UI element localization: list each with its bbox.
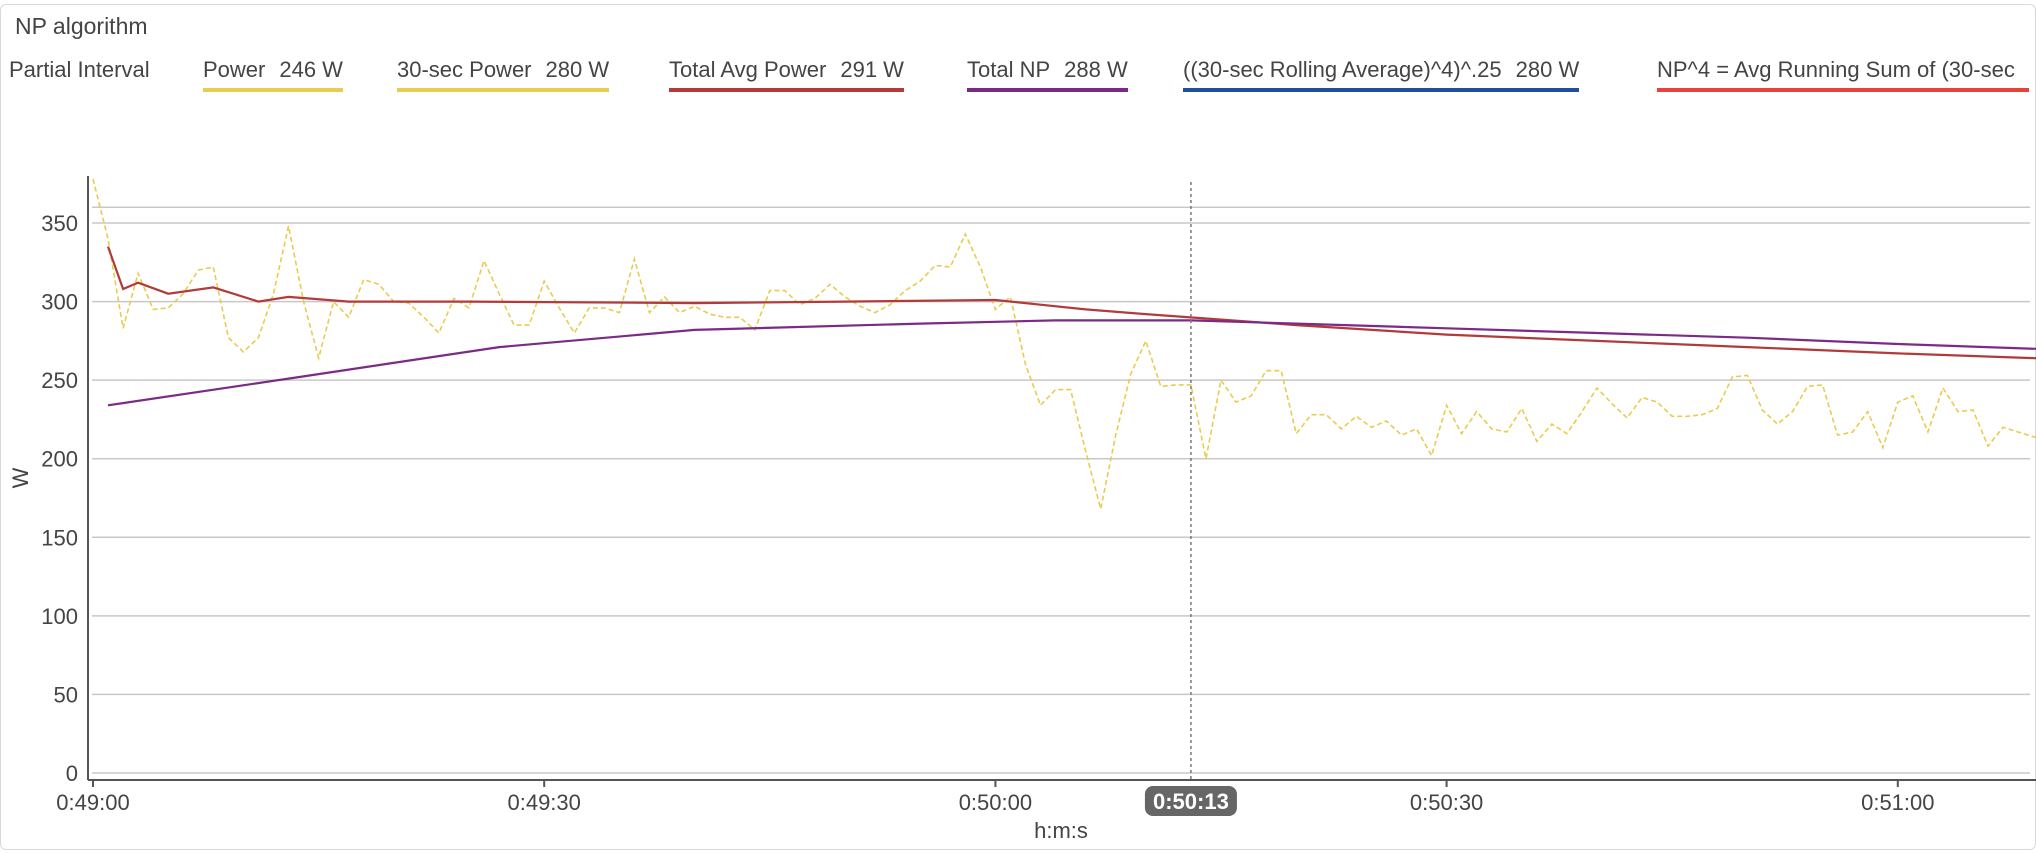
y-tick-label: 50	[54, 682, 78, 707]
legend-label: Power	[203, 57, 266, 82]
chart-title: NP algorithm	[15, 13, 148, 39]
x-axis-title: h:m:s	[1034, 818, 1088, 843]
y-tick-label: 100	[41, 604, 78, 629]
cursor: 0:50:13	[1144, 182, 1237, 816]
cursor-time-label: 0:50:13	[1153, 789, 1229, 814]
axes: 0 50 100 150 200 250 300 350 0:49:00 0:49:30 0:50:…	[8, 176, 2036, 843]
series-line-total-np	[107, 319, 2036, 407]
legend-label: Total NP	[967, 57, 1051, 82]
x-tick-label: 0:49:30	[507, 790, 580, 815]
legend-item-rolling-average[interactable]: ((30-sec Rolling Average)^4)^.25 280 W	[1183, 57, 1580, 92]
chart-panel: NP algorithm Partial Interval Power 246 W…	[0, 4, 2036, 850]
legend-value: 291 W	[840, 57, 904, 82]
legend-value: 246 W	[279, 57, 343, 82]
legend-value: 288 W	[1064, 57, 1128, 82]
legend-value: 280 W	[545, 57, 610, 82]
x-tick-label: 0:50:00	[959, 790, 1032, 815]
y-tick-label: 150	[41, 525, 78, 550]
x-tick-label: 0:50:30	[1410, 790, 1483, 815]
legend-item-total-avg-power[interactable]: Total Avg Power 291 W	[669, 57, 904, 92]
legend-label: Total Avg Power	[669, 57, 827, 82]
y-axis-title: W	[8, 467, 33, 488]
y-tick-label: 200	[41, 447, 78, 472]
legend-label: 30-sec Power	[397, 57, 532, 82]
legend-label: ((30-sec Rolling Average)^4)^.25	[1183, 57, 1502, 82]
legend-item-30sec-power[interactable]: 30-sec Power 280 W	[397, 57, 610, 92]
y-tick-label: 300	[41, 290, 78, 315]
x-tick-label: 0:51:00	[1861, 790, 1934, 815]
grid	[92, 206, 2030, 774]
series-line-total-avg-power	[106, 246, 2036, 360]
legend-item-np4-running-sum[interactable]: NP^4 = Avg Running Sum of (30-sec	[1657, 57, 2029, 92]
partial-interval-label: Partial Interval	[9, 57, 150, 82]
y-tick-label: 250	[41, 368, 78, 393]
legend-value: 280 W	[1515, 57, 1580, 82]
x-tick-label: 0:49:00	[56, 790, 129, 815]
series-group	[92, 178, 2036, 510]
series-line-power	[92, 178, 2036, 510]
y-tick-label: 350	[41, 211, 78, 236]
legend-item-power[interactable]: Power 246 W	[203, 57, 343, 92]
legend-label: NP^4 = Avg Running Sum of (30-sec	[1657, 57, 2015, 82]
legend-item-total-np[interactable]: Total NP 288 W	[967, 57, 1128, 92]
cursor-time-badge	[1144, 786, 1237, 816]
y-tick-label: 0	[66, 761, 78, 786]
